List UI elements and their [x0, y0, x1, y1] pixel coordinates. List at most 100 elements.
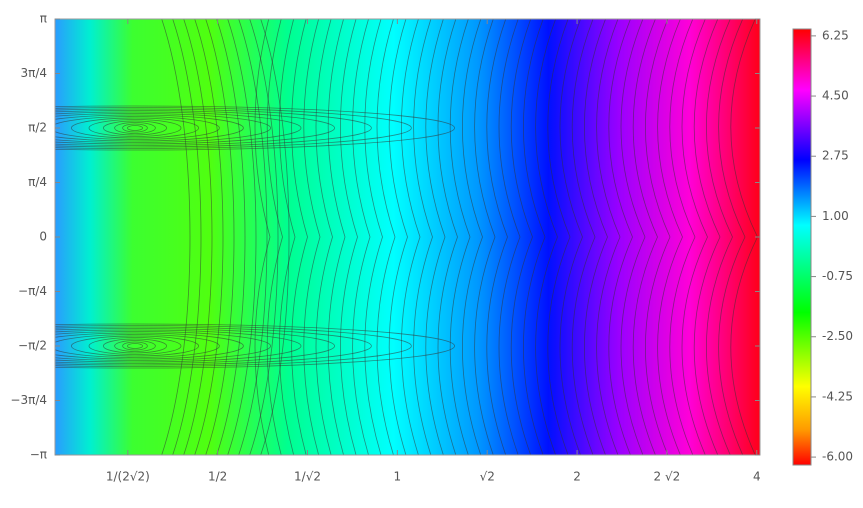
- y-tick-label: 0: [39, 230, 47, 244]
- x-tick-label: √2: [480, 470, 495, 484]
- contour-line: [55, 111, 302, 145]
- contour-line: [657, 19, 683, 455]
- colorbar-tick-label: 2.75: [822, 149, 849, 163]
- colorbar-tick-label: 1.00: [822, 209, 849, 223]
- contour-line: [706, 19, 733, 455]
- contour-line: [55, 323, 455, 369]
- contour-line: [114, 340, 156, 352]
- y-tick-label: π/2: [28, 121, 47, 135]
- contour-line: [510, 19, 533, 455]
- contour-line: [669, 19, 696, 455]
- contour-line: [535, 19, 558, 455]
- x-tick-label: 1/2: [208, 470, 227, 484]
- x-tick-label: 2: [573, 470, 581, 484]
- contour-line: [238, 19, 268, 455]
- colorbar-tick-label: -0.75: [822, 269, 853, 283]
- contour-line: [216, 19, 246, 455]
- contour-line: [55, 329, 302, 363]
- colorbar: [792, 28, 812, 466]
- contour-line: [584, 19, 608, 455]
- contour-line: [194, 19, 224, 455]
- x-tick-label: 2 √2: [654, 470, 681, 484]
- contour-line: [55, 107, 412, 149]
- contour-line: [183, 19, 213, 455]
- colorbar-tick-label: 6.25: [822, 28, 849, 42]
- y-tick-label: 3π/4: [20, 66, 47, 80]
- contour-line: [254, 19, 271, 455]
- contour-line: [266, 19, 283, 455]
- contour-line: [718, 19, 746, 455]
- contour-line: [55, 325, 412, 367]
- contour-line: [55, 116, 220, 140]
- contour-line: [55, 105, 455, 151]
- contour-line: [425, 19, 446, 455]
- contour-line: [172, 19, 202, 455]
- x-tick-label: 4: [753, 470, 761, 484]
- colorbar-tick-label: -2.50: [822, 329, 853, 343]
- x-tick-label: 1: [394, 470, 402, 484]
- contour-line: [462, 19, 483, 455]
- contour-line: [55, 108, 372, 148]
- contour-line: [55, 326, 372, 366]
- contour-line: [571, 19, 596, 455]
- y-tick-label: π: [40, 12, 47, 26]
- contour-line: [449, 19, 471, 455]
- contour-line: [122, 123, 148, 133]
- contour-line: [693, 19, 721, 455]
- contour-line: [632, 19, 658, 455]
- contour-line: [327, 19, 346, 455]
- contour-line: [88, 337, 182, 355]
- contour-line: [55, 328, 335, 364]
- contour-line: [681, 19, 708, 455]
- contour-line: [340, 19, 358, 455]
- colorbar-tick-label: 4.50: [822, 89, 849, 103]
- contour-line: [401, 19, 421, 455]
- contour-line: [55, 332, 244, 360]
- contour-line: [55, 113, 271, 143]
- contour-line: [127, 343, 144, 349]
- contour-line: [474, 19, 496, 455]
- contour-line: [413, 19, 433, 455]
- x-tick-label: 1/√2: [294, 470, 321, 484]
- contour-line: [227, 19, 257, 455]
- contour-line: [498, 19, 521, 455]
- contour-line: [608, 19, 633, 455]
- contour-line: [364, 19, 383, 455]
- y-tick-label: −π: [30, 448, 47, 462]
- contour-line: [161, 19, 191, 455]
- colorbar-tick-label: -6.00: [822, 450, 853, 464]
- contour-line: [205, 19, 235, 455]
- contour-line: [315, 19, 333, 455]
- y-tick-label: −π/2: [18, 339, 47, 353]
- y-tick-label: π/4: [28, 175, 47, 189]
- y-tick-label: −3π/4: [10, 393, 47, 407]
- contour-line: [291, 19, 308, 455]
- contour-line: [303, 19, 321, 455]
- contour-line: [103, 120, 168, 136]
- contour-line: [596, 19, 621, 455]
- contour-line: [71, 335, 199, 357]
- contour-line: [645, 19, 671, 455]
- contour-line: [249, 19, 279, 455]
- contour-line: [547, 19, 571, 455]
- y-tick-label: −π/4: [18, 284, 47, 298]
- x-tick-label: 1/(2√2): [106, 470, 150, 484]
- contour-line: [55, 334, 220, 358]
- contour-line: [376, 19, 396, 455]
- contour-line: [114, 122, 156, 134]
- contour-line: [55, 331, 271, 361]
- contour-line: [55, 114, 244, 142]
- contour-line: [260, 19, 290, 455]
- contour-line: [127, 125, 144, 131]
- contour-line: [279, 19, 296, 455]
- contour-line: [523, 19, 546, 455]
- contour-line: [486, 19, 508, 455]
- contour-line: [388, 19, 408, 455]
- contour-line: [88, 119, 182, 137]
- contour-line: [103, 338, 168, 354]
- contour-line: [71, 117, 199, 139]
- contour-line: [437, 19, 458, 455]
- contour-line: [55, 110, 335, 146]
- contour-line: [620, 19, 646, 455]
